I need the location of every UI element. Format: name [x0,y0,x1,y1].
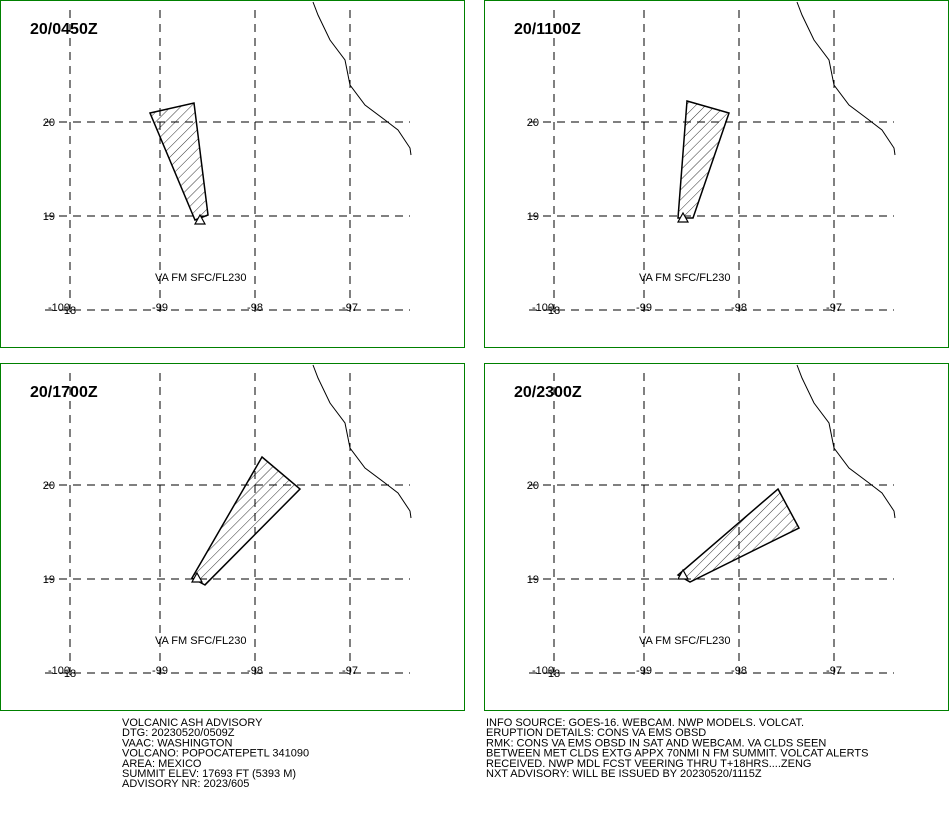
panel-border [0,363,465,711]
coastline [312,364,412,519]
longitude-label: -99 [152,302,168,314]
longitude-label: -100 [532,665,554,677]
latitude-label: 18 [548,305,560,317]
time-label: 20/1700Z [30,384,98,401]
latitude-label: 20 [43,480,55,492]
longitude-label: -98 [731,665,747,677]
time-label: 20/2300Z [514,384,582,401]
time-label: 20/0450Z [30,21,98,38]
longitude-label: -99 [152,665,168,677]
longitude-label: -99 [636,302,652,314]
coastline [796,364,896,519]
map-panel: -100 -99 -98 -97 20 19 18 20/2300Z VA FM SFC/FL2… [484,363,949,711]
longitude-label: -97 [342,302,358,314]
advisory-line: DTG: 20230520/0509Z [122,727,235,739]
ash-area [676,487,801,583]
latitude-label: 19 [527,574,539,586]
map-panel: -100 -99 -98 -97 20 19 18 20/1100Z VA FM SFC/FL2… [484,0,949,348]
level-label: VA FM SFC/FL230 [639,635,731,647]
longitude-label: -97 [826,665,842,677]
latitude-label: 18 [64,305,76,317]
ash-area [148,102,209,221]
advisory-line: VOLCANO: POPOCATEPETL 341090 [122,748,309,760]
advisory-line: VAAC: WASHINGTON [122,737,232,749]
longitude-label: -97 [342,665,358,677]
latitude-label: 19 [43,211,55,223]
latitude-label: 18 [64,668,76,680]
level-label: VA FM SFC/FL230 [155,272,247,284]
longitude-label: -100 [48,665,70,677]
latitude-label: 20 [527,117,539,129]
volcano-symbol [676,211,690,223]
volcano-symbol [193,213,207,225]
longitude-label: -97 [826,302,842,314]
advisory-line: RECEIVED. NWP MDL FCST VEERING THRU T+18… [486,758,811,770]
latitude-label: 18 [548,668,560,680]
advisory-line: RMK: CONS VA EMS OBSD IN SAT AND WEBCAM.… [486,737,826,749]
longitude-label: -100 [532,302,554,314]
volcano-symbol [676,568,690,580]
advisory-line: ERUPTION DETAILS: CONS VA EMS OBSD [486,727,706,739]
level-label: VA FM SFC/FL230 [639,272,731,284]
longitude-label: -98 [247,665,263,677]
coastline [312,1,412,156]
map-panel: -100 -99 -98 -97 20 19 18 20/0450Z VA FM SFC/FL2… [0,0,465,348]
advisory-line: AREA: MEXICO [122,758,202,770]
panel-border [484,363,949,711]
ash-area [677,100,730,219]
advisory-line: BETWEEN MET CLDS EXTG APPX 70NMI N FM SU… [486,748,868,760]
latitude-label: 19 [43,574,55,586]
longitude-label: -98 [247,302,263,314]
longitude-label: -100 [48,302,70,314]
latitude-label: 20 [527,480,539,492]
latitude-label: 20 [43,117,55,129]
longitude-label: -99 [636,665,652,677]
time-label: 20/1100Z [514,21,581,38]
panel-border [484,0,949,348]
panel-border [0,0,465,348]
advisory-line: VOLCANIC ASH ADVISORY [122,717,263,729]
advisory-line: NXT ADVISORY: WILL BE ISSUED BY 20230520… [486,768,762,780]
latitude-label: 19 [527,211,539,223]
ash-area [190,455,302,586]
map-panel: -100 -99 -98 -97 20 19 18 20/1700Z VA FM SFC/FL2… [0,363,465,711]
level-label: VA FM SFC/FL230 [155,635,247,647]
longitude-label: -98 [731,302,747,314]
advisory-line: INFO SOURCE: GOES-16. WEBCAM. NWP MODELS… [486,717,804,729]
coastline [796,1,896,156]
advisory-line: ADVISORY NR: 2023/605 [122,778,249,790]
advisory-line: SUMMIT ELEV: 17693 FT (5393 M) [122,768,296,780]
volcano-symbol [190,571,204,583]
